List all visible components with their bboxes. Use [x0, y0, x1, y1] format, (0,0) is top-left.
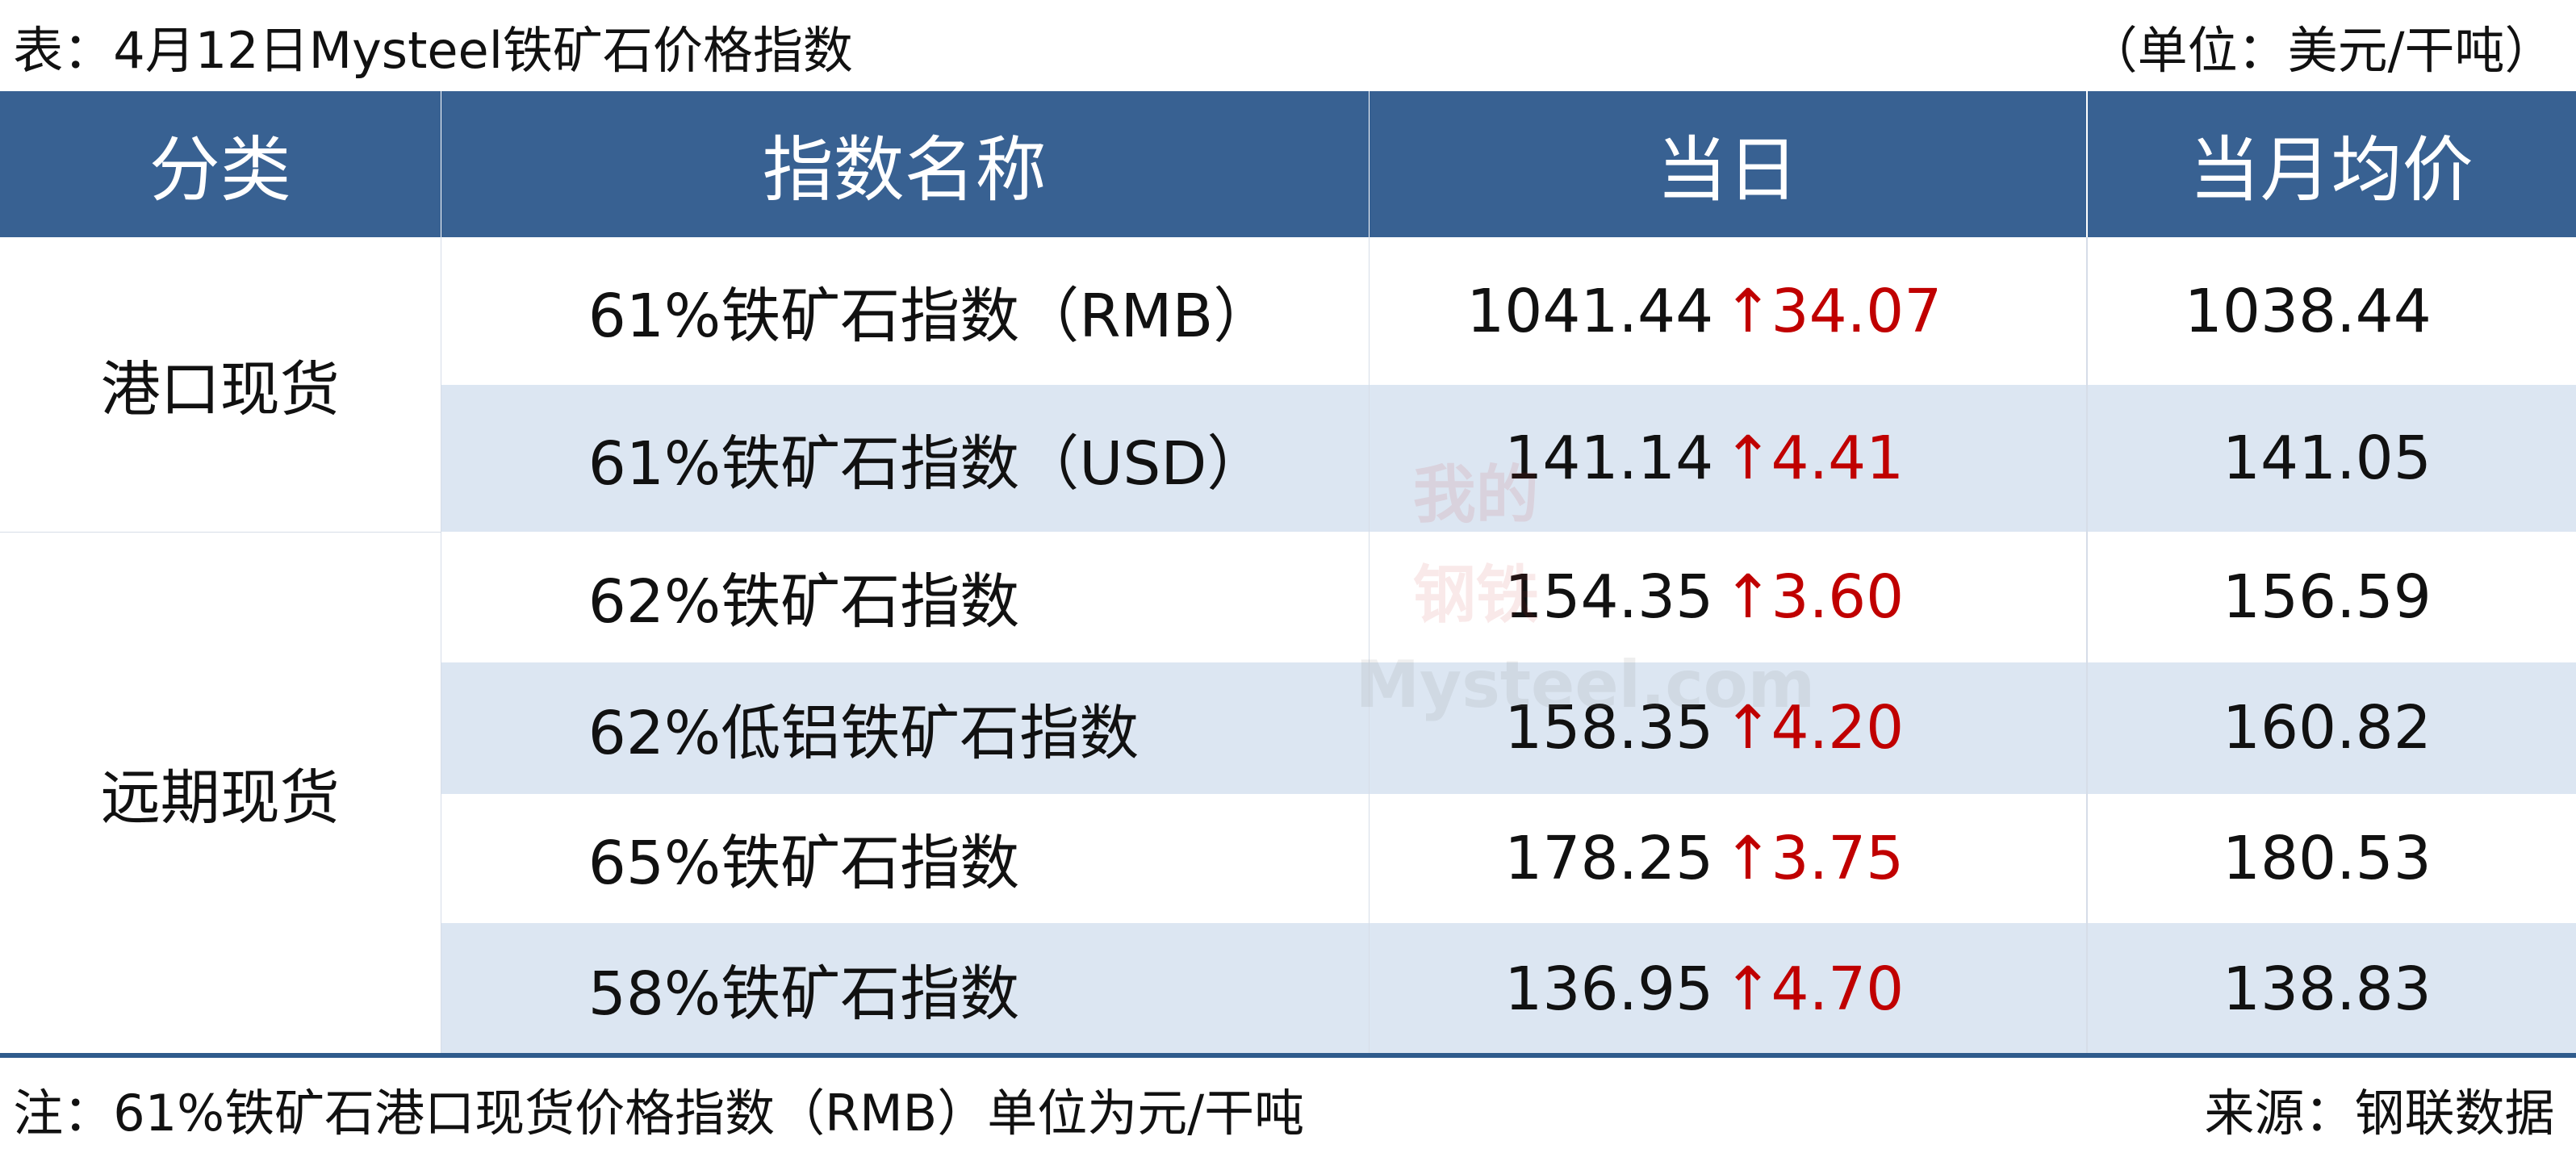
index-name: 61%铁矿石指数（USD） [588, 428, 1267, 499]
direction-arrow: ↑ [1722, 954, 1773, 1024]
change-value: 3.75 [1771, 823, 1905, 893]
row-bg [440, 662, 2576, 794]
footer-note: 注：61%铁矿石港口现货价格指数（RMB）单位为元/干吨 [13, 1083, 1305, 1143]
group-label: 港口现货 [100, 354, 340, 424]
index-name: 65%铁矿石指数 [588, 829, 1020, 899]
change-value: 3.60 [1771, 562, 1905, 632]
today-value: 1041.44 [1466, 276, 1714, 346]
index-name: 62%铁矿石指数 [588, 567, 1020, 637]
direction-arrow: ↑ [1722, 424, 1773, 493]
today-value: 178.25 [1504, 823, 1714, 893]
month-average: 180.53 [2222, 823, 2432, 893]
row-bg [440, 793, 2576, 924]
change-value: 34.07 [1771, 276, 1942, 346]
group-divider [0, 531, 441, 533]
today-value: 154.35 [1504, 562, 1714, 632]
today-value: 158.35 [1504, 693, 1714, 763]
column-divider [1368, 237, 1370, 1055]
row-bg [440, 237, 2576, 386]
header-divider [2086, 91, 2088, 238]
unit: （单位：美元/干吨） [2087, 20, 2555, 80]
column-header: 分类 [148, 128, 291, 212]
direction-arrow: ↑ [1722, 562, 1773, 632]
index-name: 62%低铝铁矿石指数 [588, 698, 1140, 768]
direction-arrow: ↑ [1722, 276, 1773, 346]
month-average: 156.59 [2222, 562, 2432, 632]
direction-arrow: ↑ [1722, 693, 1773, 763]
column-divider [2086, 237, 2088, 1055]
index-name: 58%铁矿石指数 [588, 959, 1020, 1030]
month-average: 138.83 [2222, 954, 2432, 1024]
footer-source: 来源：钢联数据 [2204, 1083, 2555, 1143]
column-header: 指数名称 [762, 128, 1047, 212]
change-value: 4.20 [1771, 693, 1905, 763]
row-bg [440, 923, 2576, 1055]
column-header: 当月均价 [2189, 128, 2474, 212]
header-divider [1368, 91, 1370, 238]
bottom-rule [0, 1052, 2576, 1058]
today-value: 141.14 [1504, 424, 1714, 493]
change-value: 4.70 [1771, 954, 1905, 1024]
month-average: 160.82 [2222, 693, 2432, 763]
watermark: 钢铁 [1412, 558, 1539, 632]
change-value: 4.41 [1771, 424, 1905, 493]
today-value: 136.95 [1504, 954, 1714, 1024]
watermark: 我的 [1412, 459, 1539, 533]
column-header: 当日 [1656, 128, 1799, 212]
header-bg [0, 91, 2576, 238]
direction-arrow: ↑ [1722, 823, 1773, 893]
month-average: 1038.44 [2184, 276, 2432, 346]
title: 表：4月12日Mysteel铁矿石价格指数 [13, 20, 853, 80]
row-bg [440, 385, 2576, 532]
watermark: Mysteel.com [1355, 647, 1816, 723]
index-name: 61%铁矿石指数（RMB） [588, 282, 1273, 352]
month-average: 141.05 [2222, 424, 2432, 493]
row-bg [440, 531, 2576, 663]
group-label: 远期现货 [100, 763, 340, 834]
